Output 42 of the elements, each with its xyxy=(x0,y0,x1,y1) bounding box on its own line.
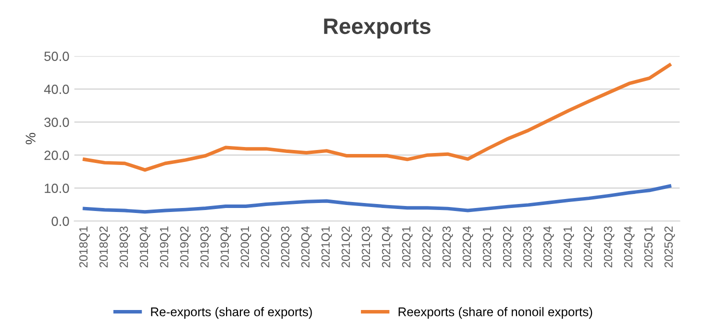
x-tick-label: 2025Q2 xyxy=(664,226,675,268)
x-tick-label: 2024Q3 xyxy=(604,226,614,268)
y-tick-label: 50.0 xyxy=(44,52,69,62)
y-tick-label: 20.0 xyxy=(44,150,69,160)
x-tick-label: 2018Q2 xyxy=(99,226,110,268)
x-tick-label: 2018Q1 xyxy=(79,226,90,268)
x-tick-label: 2020Q3 xyxy=(281,226,292,268)
x-tick-label: 2023Q3 xyxy=(523,226,534,268)
x-tick-label: 2024Q2 xyxy=(584,226,594,268)
x-tick-label: 2023Q2 xyxy=(502,226,514,268)
x-tick-label: 2021Q1 xyxy=(321,226,332,268)
x-tick-label: 2021Q3 xyxy=(362,226,372,268)
x-tick-label: 2021Q2 xyxy=(342,226,352,268)
x-tick-label: 2023Q1 xyxy=(482,226,494,268)
x-tick-label: 2018Q3 xyxy=(120,226,130,268)
x-tick-label: 2022Q2 xyxy=(422,226,433,268)
x-tick-label: 2018Q4 xyxy=(140,226,150,268)
x-tick-label: 2023Q4 xyxy=(543,226,554,268)
line-series xyxy=(82,63,672,172)
line-series xyxy=(82,184,672,214)
x-tick-label: 2019Q2 xyxy=(180,226,191,268)
x-tick-label: 2019Q4 xyxy=(220,226,231,268)
y-tick-label: 0.0 xyxy=(52,216,69,226)
x-tick-label: 2020Q1 xyxy=(240,226,252,268)
y-axis-title: % xyxy=(26,132,36,144)
x-tick-label: 2022Q4 xyxy=(462,226,474,268)
x-tick-label: 2022Q3 xyxy=(442,226,453,268)
x-tick-label: 2022Q1 xyxy=(402,226,413,268)
y-tick-label: 40.0 xyxy=(44,84,69,94)
y-tick-label: 10.0 xyxy=(44,184,69,194)
x-tick-label: 2021Q4 xyxy=(382,226,392,268)
x-tick-label: 2025Q1 xyxy=(644,226,655,268)
x-tick-label: 2020Q2 xyxy=(260,226,272,268)
chart-title: Reexports xyxy=(324,18,430,38)
legend-label: Reexports (share of nonoil exports) xyxy=(398,307,592,319)
x-tick-label: 2019Q3 xyxy=(200,226,211,268)
x-tick-label: 2019Q1 xyxy=(160,226,170,268)
x-tick-label: 2024Q1 xyxy=(564,226,574,268)
x-tick-label: 2020Q4 xyxy=(301,226,312,268)
y-tick-label: 30.0 xyxy=(44,118,69,128)
legend-label: Re-exports (share of exports) xyxy=(151,307,312,319)
x-tick-label: 2024Q4 xyxy=(624,226,635,268)
